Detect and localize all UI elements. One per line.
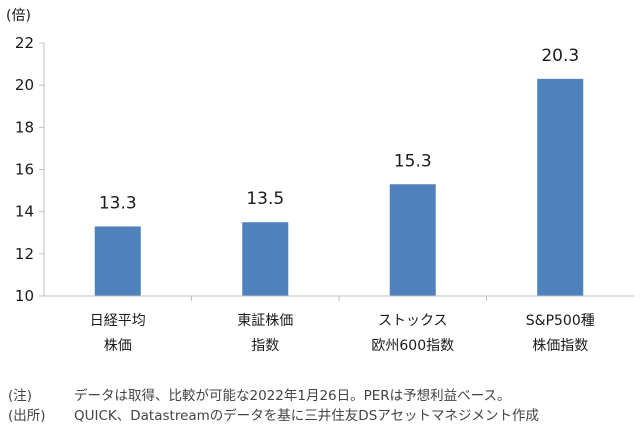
bar-value-label: 15.3 [394,151,432,171]
y-tick-label: 12 [15,245,34,263]
x-category-label: ストックス [378,313,448,329]
x-category-label: 日経平均 [90,313,146,329]
x-category-label: 指数 [251,338,279,354]
y-axis-unit-label: (倍) [6,8,31,24]
x-category-label: 東証株価 [237,313,293,329]
bar-chart: (倍) 10 12 14 16 18 20 22 13.3 13.5 15.3 20.3 日経平均… [6,8,634,354]
x-category-label: 株価指数 [532,338,588,354]
bar-value-label: 13.3 [99,193,137,213]
y-tick-label: 18 [15,118,34,136]
bar [389,184,436,296]
y-tick-label: 16 [15,161,34,179]
x-category-label: 株価 [104,338,132,354]
y-tick-label: 14 [15,203,34,221]
source-row: (出所) QUICK、Datastreamのデータを基に三井住友DSアセットマネ… [8,406,539,426]
x-category-label: S&P500種 [526,313,595,329]
note-tag: (注) [8,388,33,404]
bar [537,78,584,296]
bars-group: 13.3 13.5 15.3 20.3 [94,46,584,296]
footnotes: (注) データは取得、比較が可能な2022年1月26日。PERは予想利益ベース。… [8,386,539,426]
bar-value-label: 13.5 [246,189,284,209]
note-row: (注) データは取得、比較が可能な2022年1月26日。PERは予想利益ベース。 [8,386,539,406]
y-tick-label: 10 [15,287,34,305]
y-tick-label: 22 [15,34,34,52]
y-tick-label: 20 [15,76,34,94]
source-text: QUICK、Datastreamのデータを基に三井住友DSアセットマネジメント作… [74,408,540,424]
bar [94,226,141,296]
x-category-label: 欧州600指数 [371,338,454,354]
source-tag: (出所) [8,408,46,424]
bar-value-label: 20.3 [541,46,579,66]
bar [242,222,289,296]
y-axis: 10 12 14 16 18 20 22 [15,34,45,305]
note-text: データは取得、比較が可能な2022年1月26日。PERは予想利益ベース。 [74,388,511,404]
